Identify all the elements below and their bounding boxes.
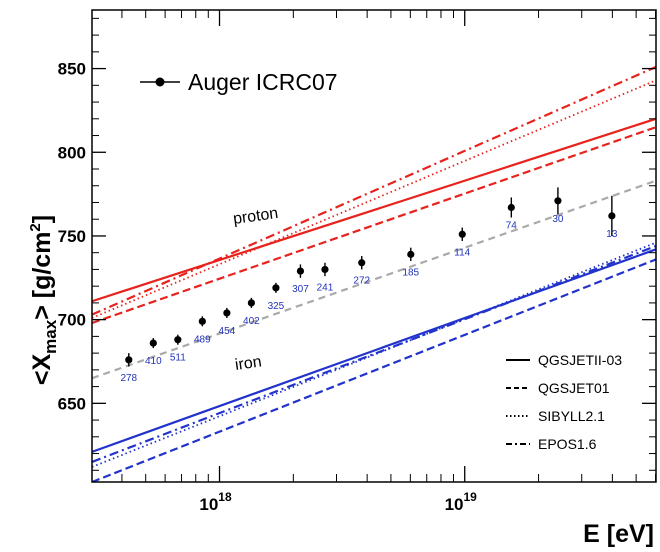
y-tick-label: 850 [58,60,86,79]
data-legend-label: Auger ICRC07 [188,69,338,95]
event-count-label: 278 [120,373,137,384]
data-point [407,250,415,258]
model-line-iron-epos1-6 [92,244,656,463]
data-point [608,212,616,220]
model-legend: QGSJETII-03 QGSJET01 SIBYLL2.1 EPOS1.6 [506,352,622,452]
model-line-iron-qgsjet01 [92,258,656,482]
y-axis-label: <Xmax> [g/cm2] [27,215,60,385]
event-count-label: 307 [292,284,309,295]
model-line-proton-qgsjet01 [92,126,656,325]
event-count-label: 325 [268,301,285,312]
data-point [507,203,515,212]
event-count-label: 511 [170,353,186,364]
legend-label: QGSJET01 [538,380,610,396]
event-count-label: 489 [194,334,211,345]
y-ticks: 650 700 750 800 850 [58,17,656,471]
event-count-label: 30 [552,214,564,225]
model-line-proton-epos1-6 [92,65,656,316]
data-points [125,187,616,367]
data-point [125,356,133,364]
y-tick-label: 650 [58,394,86,413]
data-point [247,299,255,307]
model-line-proton-sibyll2-1 [92,79,656,319]
model-lines [92,65,656,482]
legend-label: SIBYLL2.1 [538,408,605,424]
event-count-label: 402 [243,316,260,327]
event-count-label: 13 [606,229,618,240]
proton-label: proton [232,205,279,228]
x-ticks: 1018 1019 [121,10,657,514]
event-count-label: 185 [402,267,419,278]
data-point [458,230,466,238]
data-point [272,284,280,292]
legend-label: EPOS1.6 [538,436,597,452]
data-legend: Auger ICRC07 [140,69,338,95]
data-point [223,309,231,317]
y-tick-label: 750 [58,227,86,246]
trend-line [92,179,656,380]
data-point [149,339,157,347]
data-point [174,336,182,344]
data-point [296,267,305,275]
plot-frame [91,9,657,483]
iron-label: iron [234,353,263,374]
event-count-label: 241 [317,282,334,293]
data-legend-marker [155,77,165,87]
event-count-label: 74 [506,221,518,232]
data-point [554,197,562,205]
event-counts: 278 410 511 489 454 402 325 307 241 272 185 114 74 30… [120,214,617,384]
event-count-label: 114 [454,247,470,258]
event-count-label: 454 [219,326,236,337]
x-axis-label: E [eV] [583,520,654,548]
data-point [321,265,329,274]
plot-area [92,65,656,482]
y-tick-label: 800 [58,143,86,162]
event-count-label: 410 [145,356,162,367]
data-point [358,259,366,267]
x-tick-label: 1018 [199,490,232,514]
legend-label: QGSJETII-03 [538,352,622,368]
y-tick-label: 700 [58,311,86,330]
model-line-proton-qgsjetii-03 [92,117,656,303]
x-tick-label: 1019 [445,490,478,514]
data-point [198,317,206,325]
event-count-label: 272 [353,276,370,287]
